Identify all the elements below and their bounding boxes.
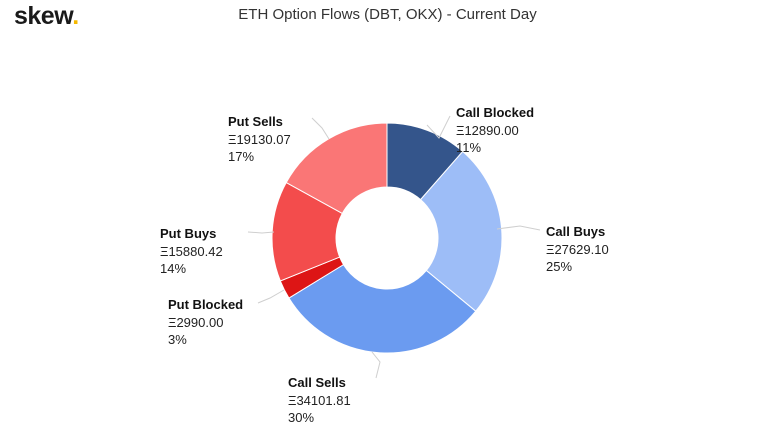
slice-value-call-sells: Ξ34101.81 xyxy=(288,393,351,408)
slice-put-sells xyxy=(285,122,388,215)
slice-label-call-blocked: Call Blocked xyxy=(456,105,534,120)
leader-line-put-blocked xyxy=(257,289,285,304)
slice-percent-put-sells: 17% xyxy=(228,149,254,164)
skew-logo: skew. xyxy=(14,2,79,31)
slice-percent-put-blocked: 3% xyxy=(168,332,187,347)
slice-value-put-sells: Ξ19130.07 xyxy=(228,132,291,147)
slice-label-put-blocked: Put Blocked xyxy=(168,297,243,312)
leader-line-put-buys xyxy=(247,231,275,234)
slice-value-call-blocked: Ξ12890.00 xyxy=(456,123,519,138)
chart-title: ETH Option Flows (DBT, OKX) - Current Da… xyxy=(238,6,537,23)
slice-value-put-buys: Ξ15880.42 xyxy=(160,244,223,259)
slice-label-call-sells: Call Sells xyxy=(288,375,346,390)
slice-percent-call-sells: 30% xyxy=(288,410,314,425)
logo-text: skew xyxy=(14,2,73,30)
slice-value-put-blocked: Ξ2990.00 xyxy=(168,315,223,330)
slice-label-call-buys: Call Buys xyxy=(546,224,605,239)
leader-line-call-sells xyxy=(371,351,381,379)
slice-call-buys xyxy=(419,150,503,312)
slice-percent-put-buys: 14% xyxy=(160,261,186,276)
leader-line-call-buys xyxy=(496,225,541,231)
slice-call-sells xyxy=(288,263,477,354)
logo-dot: . xyxy=(72,2,79,30)
leader-line-call-blocked xyxy=(426,115,451,139)
slice-percent-call-buys: 25% xyxy=(546,259,572,274)
leader-line-put-sells xyxy=(311,117,330,140)
slice-percent-call-blocked: 11% xyxy=(456,140,481,155)
slice-label-put-buys: Put Buys xyxy=(160,226,216,241)
slice-label-put-sells: Put Sells xyxy=(228,114,283,129)
slice-value-call-buys: Ξ27629.10 xyxy=(546,242,609,257)
